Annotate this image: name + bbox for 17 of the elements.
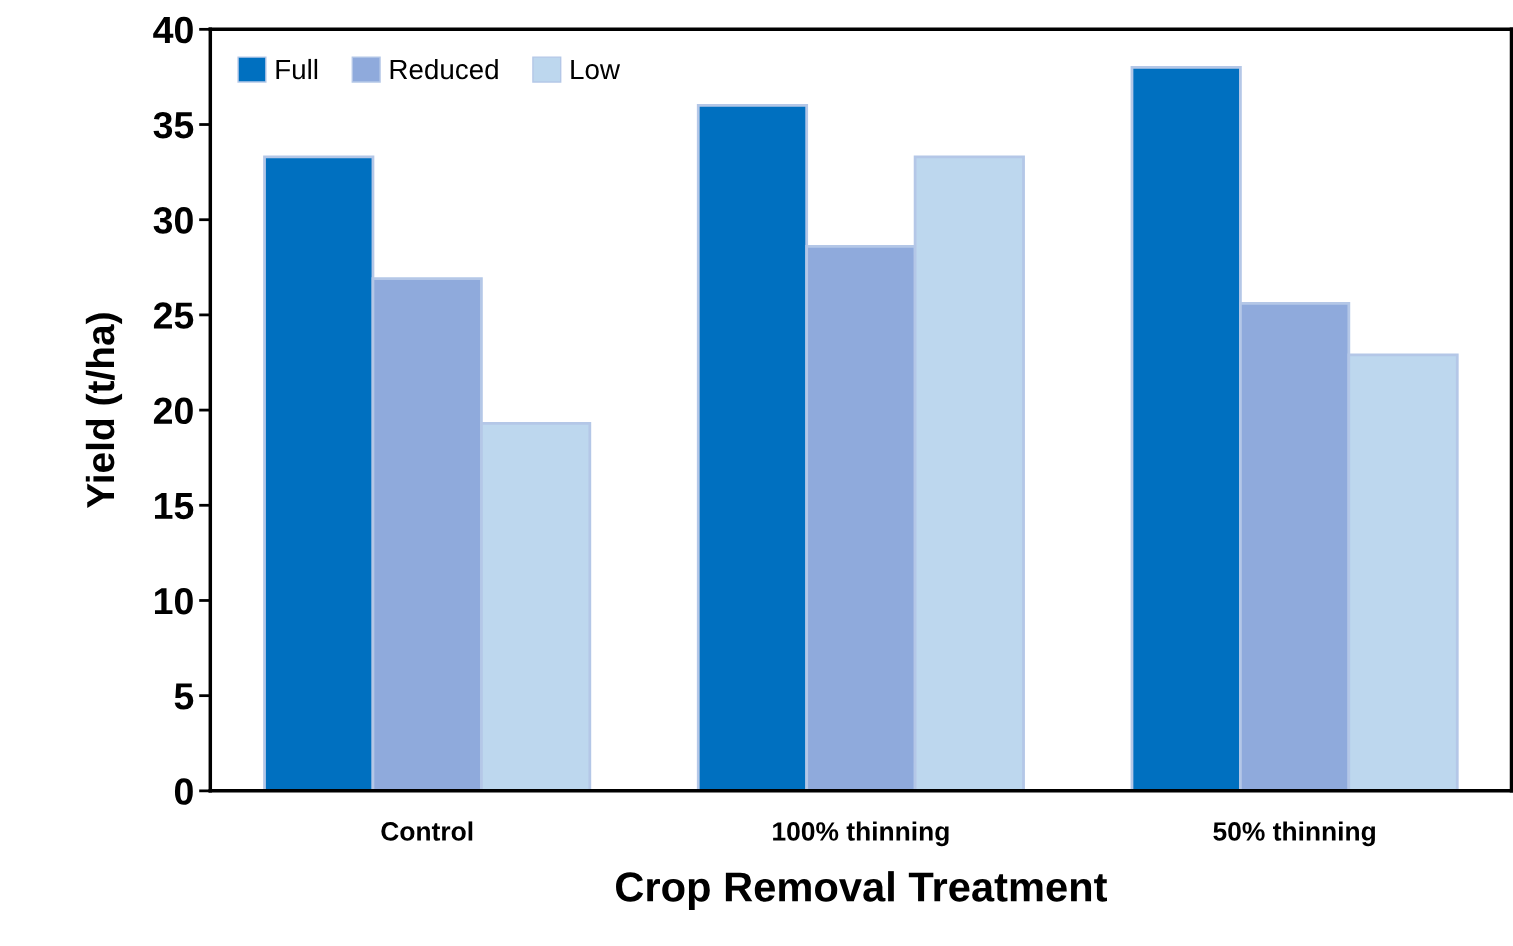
legend-label: Reduced (390, 58, 498, 80)
y-tick-label: 0 (174, 778, 193, 805)
x-tick-label: Control (381, 821, 473, 841)
y-tick-label: 40 (153, 16, 193, 44)
x-tick-label: 100% thinning (773, 821, 949, 847)
y-tick-label: 5 (174, 683, 194, 710)
legend-label: Low (571, 59, 621, 80)
y-tick-label: 15 (154, 493, 194, 520)
x-tick-label: 50% thinning (1213, 821, 1375, 847)
y-tick-label: 30 (153, 207, 193, 234)
y-tick-label: 25 (153, 302, 194, 329)
y-axis-title: Yield (t/ha) (85, 313, 123, 509)
y-tick-label: 20 (153, 397, 193, 425)
x-axis-title: Crop Removal Treatment (616, 871, 1107, 910)
y-tick-label: 35 (153, 111, 194, 139)
y-tick-label: 10 (154, 587, 193, 615)
legend-label: Full (276, 58, 318, 80)
